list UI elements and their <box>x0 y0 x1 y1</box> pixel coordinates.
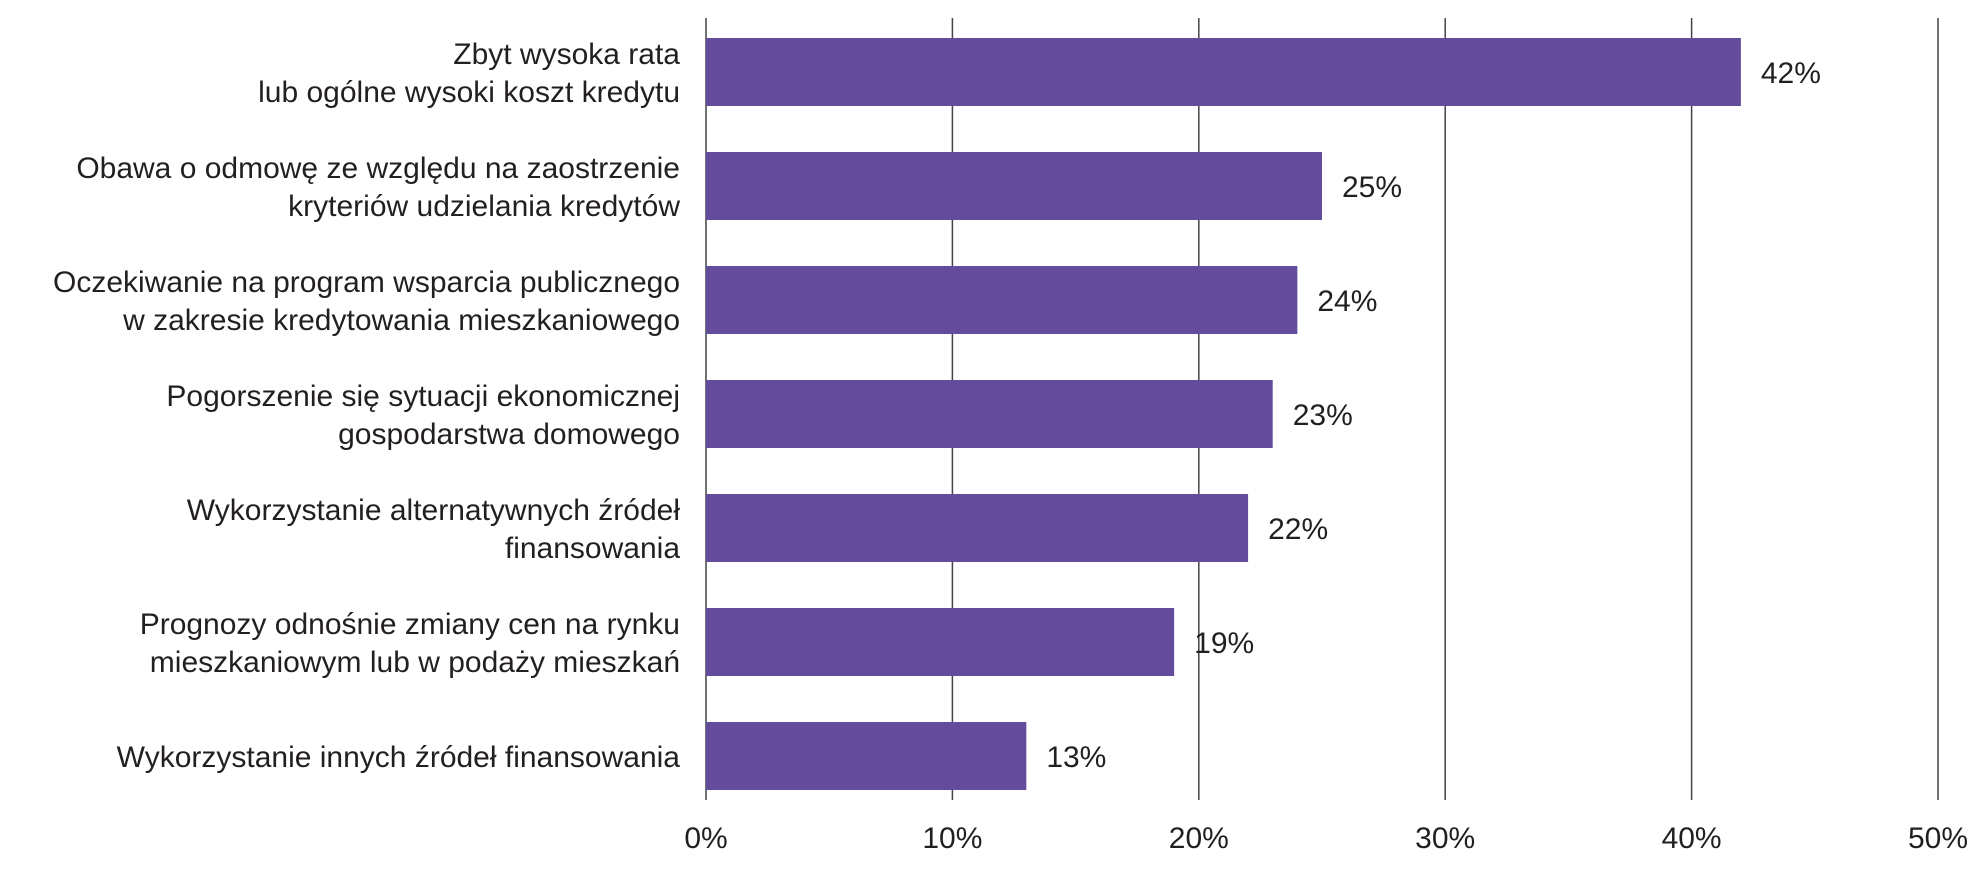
category-label-line: Pogorszenie się sytuacji ekonomicznej <box>166 380 680 413</box>
x-axis-tick-labels: 0% 10% 20% 30% 40% 50% <box>684 822 1968 855</box>
category-label-line: Obawa o odmowę ze względu na zaostrzenie <box>76 152 680 185</box>
category-label: Prognozy odnośnie zmiany cen na rynku mie… <box>140 608 680 679</box>
category-label-line: Wykorzystanie innych źródeł finansowania <box>117 741 681 774</box>
x-tick-label: 50% <box>1908 822 1968 855</box>
category-label-line: Wykorzystanie alternatywnych źródeł <box>187 494 681 527</box>
bar <box>706 266 1298 334</box>
x-tick-label: 40% <box>1662 822 1722 855</box>
category-label: Wykorzystanie innych źródeł finansowania <box>117 741 681 774</box>
category-label-line: finansowania <box>505 532 680 565</box>
value-label: 23% <box>1293 399 1353 432</box>
bar <box>706 608 1175 676</box>
category-label: Oczekiwanie na program wsparcia publiczn… <box>53 266 680 337</box>
category-label-line: Oczekiwanie na program wsparcia publiczn… <box>53 266 680 299</box>
bar <box>706 722 1027 790</box>
category-label-line: Zbyt wysoka rata <box>453 38 680 71</box>
category-labels: Zbyt wysoka rata lub ogólne wysoki koszt … <box>53 38 680 774</box>
category-label-line: gospodarstwa domowego <box>338 418 680 451</box>
category-label-line: mieszkaniowym lub w podaży mieszkań <box>150 646 680 679</box>
category-label: Pogorszenie się sytuacji ekonomicznej gos… <box>166 380 680 451</box>
category-label: Obawa o odmowę ze względu na zaostrzenie… <box>76 152 680 223</box>
value-label: 19% <box>1194 627 1254 660</box>
x-tick-label: 30% <box>1415 822 1475 855</box>
x-tick-label: 0% <box>684 822 727 855</box>
bar <box>706 152 1322 220</box>
x-tick-label: 10% <box>922 822 982 855</box>
x-tick-label: 20% <box>1169 822 1229 855</box>
bar <box>706 380 1273 448</box>
bar <box>706 38 1741 106</box>
value-label: 24% <box>1317 285 1377 318</box>
value-labels: 42% 25% 24% 23% 22% 19% 13% <box>1046 57 1821 774</box>
value-label: 42% <box>1761 57 1821 90</box>
category-label: Zbyt wysoka rata lub ogólne wysoki koszt … <box>258 38 680 109</box>
category-label-line: Prognozy odnośnie zmiany cen na rynku <box>140 608 680 641</box>
value-label: 25% <box>1342 171 1402 204</box>
bar <box>706 494 1249 562</box>
category-label-line: kryteriów udzielania kredytów <box>288 190 680 223</box>
value-label: 22% <box>1268 513 1328 546</box>
category-label-line: lub ogólne wysoki koszt kredytu <box>258 76 680 109</box>
value-label: 13% <box>1046 741 1106 774</box>
category-label-line: w zakresie kredytowania mieszkaniowego <box>122 304 680 337</box>
bars <box>706 38 1741 790</box>
category-label: Wykorzystanie alternatywnych źródeł finan… <box>187 494 681 565</box>
